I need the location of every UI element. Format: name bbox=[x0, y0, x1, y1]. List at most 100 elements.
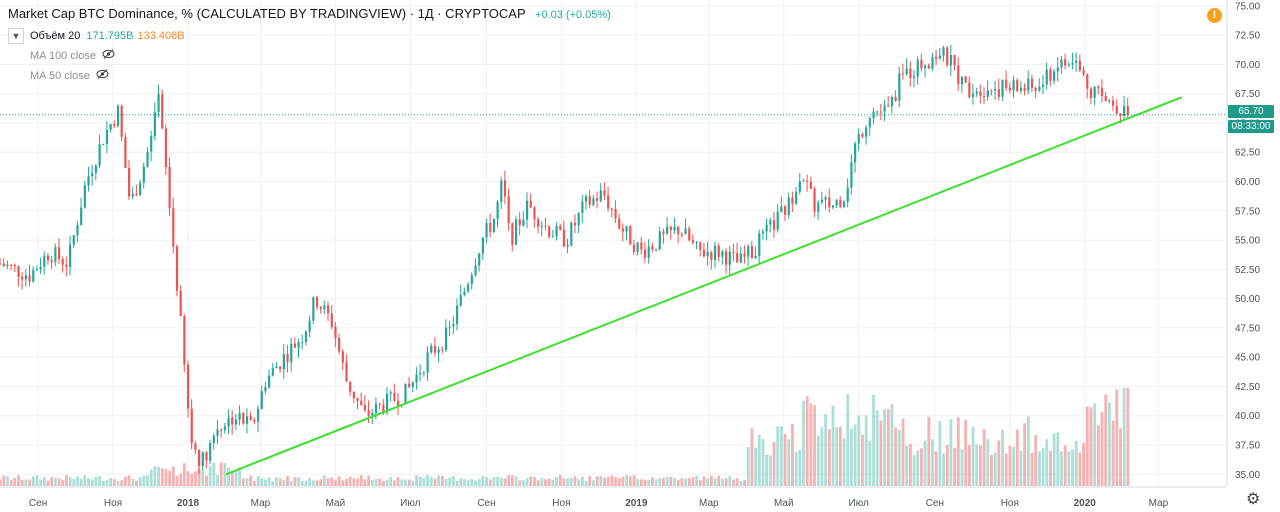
y-tick-label: 67.50 bbox=[1235, 89, 1260, 100]
volume-bar bbox=[492, 477, 496, 486]
volume-bar bbox=[1071, 449, 1074, 486]
candle-body bbox=[183, 316, 186, 365]
candle-body bbox=[83, 185, 86, 208]
candle-body bbox=[898, 73, 901, 101]
volume-bar bbox=[256, 476, 260, 486]
ma100-legend[interactable]: MA 100 close bbox=[8, 49, 115, 62]
volume-bar bbox=[540, 477, 544, 486]
candle-body bbox=[651, 246, 654, 250]
volume-bar bbox=[993, 452, 997, 486]
volume-bar bbox=[610, 475, 614, 486]
candle-body bbox=[470, 275, 473, 285]
volume-bar bbox=[923, 440, 927, 486]
candle-body bbox=[422, 372, 426, 374]
volume-bar bbox=[787, 439, 791, 486]
y-tick-label: 55.00 bbox=[1235, 236, 1260, 247]
candle-body bbox=[76, 225, 79, 236]
candle-body bbox=[341, 351, 344, 363]
volume-bar bbox=[765, 454, 769, 486]
time-axis[interactable]: Сен Ноя 2018 Мар Май Июл Сен Ноя 2019 Мар Май Июл Се… bbox=[0, 486, 1226, 509]
volume-bar bbox=[1045, 439, 1049, 486]
candle-body bbox=[452, 324, 455, 327]
volume-bar bbox=[216, 474, 219, 486]
volume-bar bbox=[1100, 412, 1104, 486]
volume-bar bbox=[709, 475, 713, 486]
candle-body bbox=[408, 383, 411, 387]
volume-bar bbox=[411, 480, 415, 486]
volume-bar bbox=[894, 427, 898, 486]
candle-body bbox=[1115, 105, 1118, 114]
volume-bar bbox=[153, 466, 157, 486]
volume-bar bbox=[584, 480, 588, 486]
candle-body bbox=[824, 197, 827, 200]
chevron-down-icon[interactable]: ▼ bbox=[8, 28, 24, 44]
candle-body bbox=[632, 244, 636, 252]
candle-body bbox=[1016, 80, 1019, 91]
candle-body bbox=[802, 180, 805, 182]
volume-bar bbox=[28, 479, 31, 486]
candle-body bbox=[743, 253, 746, 257]
volume-bar bbox=[883, 409, 886, 486]
volume-bar bbox=[131, 478, 135, 486]
candle-body bbox=[1008, 87, 1011, 91]
candle-body bbox=[1030, 78, 1034, 89]
candle-body bbox=[127, 167, 131, 197]
candle-body bbox=[662, 231, 665, 234]
price-axis[interactable]: 35.00 37.50 40.00 42.50 45.00 47.50 50.00 52.50… bbox=[1226, 0, 1260, 486]
candle-body bbox=[153, 111, 156, 137]
eye-off-icon[interactable] bbox=[96, 69, 109, 82]
candle-body bbox=[175, 246, 179, 291]
ma50-legend[interactable]: MA 50 close bbox=[8, 69, 109, 82]
volume-bar bbox=[717, 475, 721, 486]
volume-bar bbox=[334, 480, 337, 486]
volume-bar bbox=[1041, 447, 1045, 486]
candle-body bbox=[776, 211, 779, 230]
x-tick-label: 2019 bbox=[625, 498, 648, 509]
volume-bar bbox=[573, 476, 577, 486]
gear-icon[interactable]: ⚙ bbox=[1246, 491, 1261, 508]
candle-body bbox=[238, 412, 241, 420]
y-tick-label: 57.50 bbox=[1235, 206, 1260, 217]
volume-bar bbox=[252, 480, 256, 486]
volume-bar bbox=[942, 453, 945, 486]
candle-body bbox=[356, 398, 359, 401]
volume-bar bbox=[116, 480, 120, 486]
eye-off-icon[interactable] bbox=[102, 49, 115, 62]
volume-bar bbox=[477, 479, 481, 486]
candle-body bbox=[610, 208, 613, 210]
x-tick-label: Мар bbox=[699, 498, 719, 509]
candle-body bbox=[492, 219, 496, 232]
candle-body bbox=[592, 198, 595, 205]
candle-body bbox=[150, 136, 153, 152]
volume-bar bbox=[625, 475, 629, 486]
volume-bar bbox=[901, 418, 905, 486]
volume-bar bbox=[9, 479, 13, 486]
candle-body bbox=[220, 429, 223, 431]
exclamation-icon[interactable]: ! bbox=[1207, 8, 1222, 23]
volume-bar bbox=[791, 423, 794, 486]
volume-bar bbox=[260, 478, 264, 486]
candle-body bbox=[478, 253, 481, 266]
volume-bar bbox=[643, 479, 647, 486]
candle-body bbox=[21, 276, 24, 280]
candle-body bbox=[772, 220, 776, 230]
candle-body bbox=[625, 226, 628, 232]
candle-body bbox=[732, 252, 735, 254]
candle-body bbox=[522, 219, 525, 226]
candle-body bbox=[459, 294, 462, 306]
candle-body bbox=[35, 269, 39, 271]
volume-bar bbox=[1004, 453, 1008, 486]
candle-body bbox=[850, 162, 853, 188]
trendline[interactable] bbox=[225, 96, 1183, 476]
volume-bar bbox=[905, 445, 909, 486]
candle-body bbox=[349, 381, 352, 392]
volume-bar bbox=[964, 419, 968, 486]
candle-body bbox=[43, 255, 46, 267]
volume-bar bbox=[684, 478, 687, 486]
candle-body bbox=[533, 207, 536, 220]
candle-body bbox=[271, 368, 274, 376]
candle-body bbox=[854, 143, 857, 163]
ma100-label: MA 100 close bbox=[30, 49, 97, 62]
candle-body bbox=[540, 225, 543, 227]
